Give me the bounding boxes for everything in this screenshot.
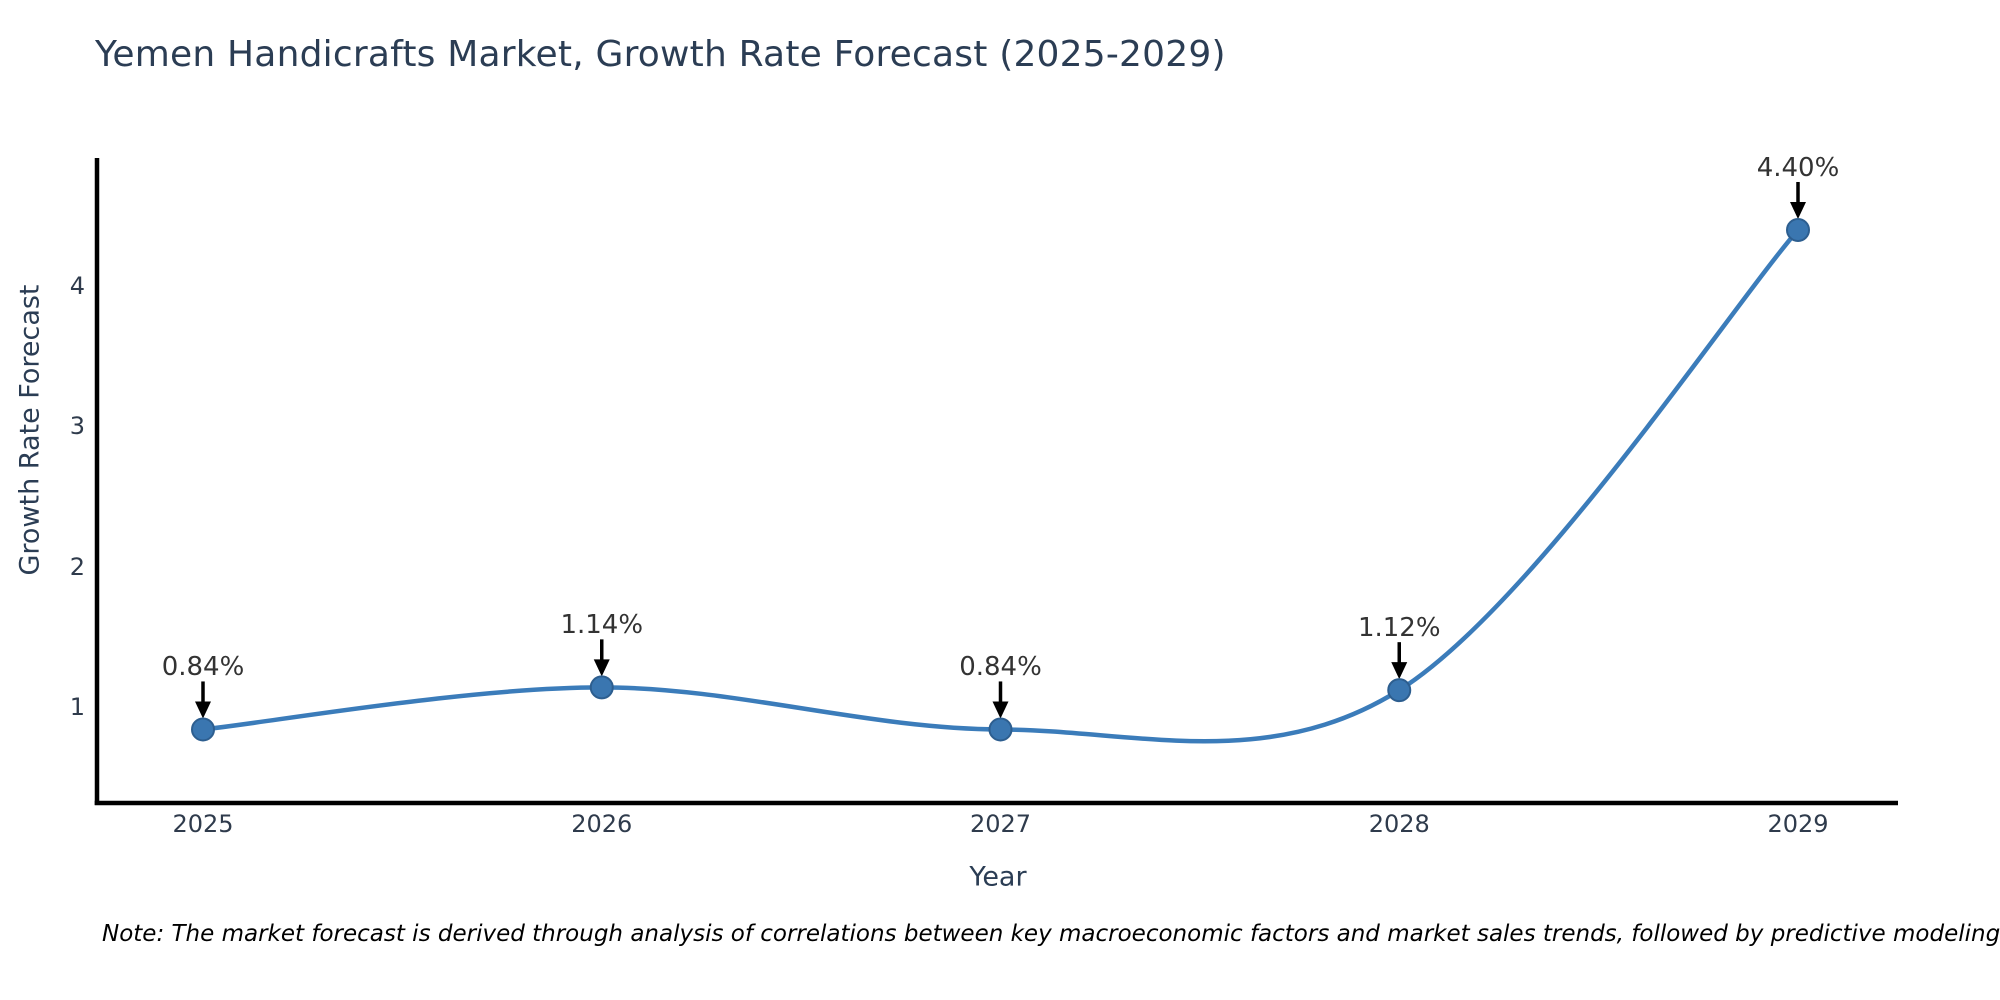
forecast-line [200,227,1801,744]
data-point-2025 [191,717,215,742]
chart-title: Yemen Handicrafts Market, Growth Rate Fo… [95,34,1226,75]
annotation-arrow-head [1391,662,1408,680]
footnote: Note: The market forecast is derived thr… [102,921,2000,947]
x-axis-label: Year [969,861,1027,893]
data-point-2027 [988,717,1013,742]
annotation-arrow-head [992,701,1009,719]
y-axis-label: Growth Rate Forecast [14,284,46,576]
annotation-arrow-head [195,701,211,719]
data-point-2029 [1786,217,1810,242]
data-point-2026 [589,675,614,700]
data-point-2028 [1387,678,1412,703]
annotation-arrow-head [593,659,610,677]
annotation-arrow-head [1790,201,1806,219]
